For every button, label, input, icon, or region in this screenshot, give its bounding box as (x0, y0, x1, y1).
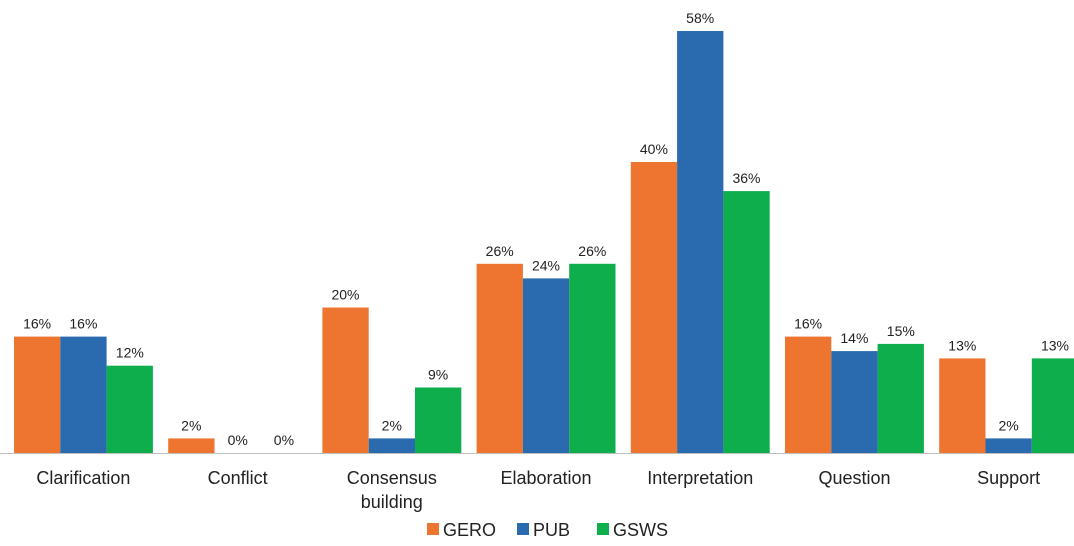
bar-pub-0 (60, 336, 107, 453)
value-label-gsws-5: 15% (887, 323, 915, 339)
value-label-gsws-2: 9% (428, 367, 448, 383)
bar-gero-2 (322, 307, 369, 453)
value-label-pub-3: 24% (532, 257, 560, 273)
bar-gero-1 (168, 438, 215, 453)
legend-swatch-pub (517, 523, 529, 535)
legend-label-pub: PUB (533, 520, 570, 540)
value-label-pub-0: 16% (69, 316, 97, 332)
value-label-pub-1: 0% (228, 432, 248, 448)
bar-pub-6 (985, 438, 1032, 453)
category-label-2: Consensus building (347, 468, 437, 512)
category-label-3: Elaboration (500, 468, 591, 488)
value-label-gero-5: 16% (794, 316, 822, 332)
bar-gero-5 (785, 336, 832, 453)
value-label-gero-4: 40% (640, 141, 668, 157)
legend-swatch-gsws (597, 523, 609, 535)
value-label-pub-2: 2% (382, 417, 402, 433)
bar-gsws-5 (877, 343, 924, 453)
legend: GERO PUB GSWS (427, 520, 668, 540)
category-labels-layer: Clarification Conflict Consensus building El… (36, 468, 1040, 512)
legend-label-gsws: GSWS (613, 520, 668, 540)
bar-gsws-0 (106, 365, 153, 453)
category-label-1: Conflict (208, 468, 268, 488)
value-label-gero-2: 20% (331, 287, 359, 303)
bar-gsws-2 (415, 387, 462, 453)
value-label-pub-4: 58% (686, 10, 714, 26)
category-label-4: Interpretation (647, 468, 753, 488)
bar-pub-2 (368, 438, 415, 453)
value-label-pub-6: 2% (998, 417, 1018, 433)
bar-gero-0 (14, 336, 61, 453)
bar-gero-3 (476, 263, 523, 453)
value-label-gero-3: 26% (486, 243, 514, 259)
legend-label-gero: GERO (443, 520, 496, 540)
category-label-5: Question (818, 468, 890, 488)
value-label-gero-6: 13% (948, 337, 976, 353)
bar-gsws-3 (569, 263, 616, 453)
value-label-gsws-6: 13% (1041, 337, 1069, 353)
bar-pub-3 (522, 278, 570, 453)
value-labels-layer: 16% 16% 12% 2% 0% 0% 20% 2% 9% 26% 24% 26% 40% 58% 36%… (23, 10, 1069, 448)
value-label-gsws-3: 26% (578, 243, 606, 259)
bar-gsws-4 (723, 191, 770, 453)
value-label-gsws-4: 36% (732, 170, 760, 186)
bar-gero-6 (939, 358, 986, 453)
category-label-6: Support (977, 468, 1040, 488)
legend-swatch-gero (427, 523, 439, 535)
bar-pub-4 (677, 31, 724, 453)
value-label-gero-1: 2% (181, 417, 201, 433)
value-label-gero-0: 16% (23, 316, 51, 332)
bar-pub-5 (831, 351, 878, 453)
bars-layer (14, 31, 1074, 453)
bar-gero-4 (630, 162, 678, 453)
value-label-pub-5: 14% (840, 330, 868, 346)
category-label-0: Clarification (36, 468, 130, 488)
value-label-gsws-0: 12% (116, 345, 144, 361)
bar-gsws-6 (1031, 358, 1074, 453)
value-label-gsws-1: 0% (274, 432, 294, 448)
